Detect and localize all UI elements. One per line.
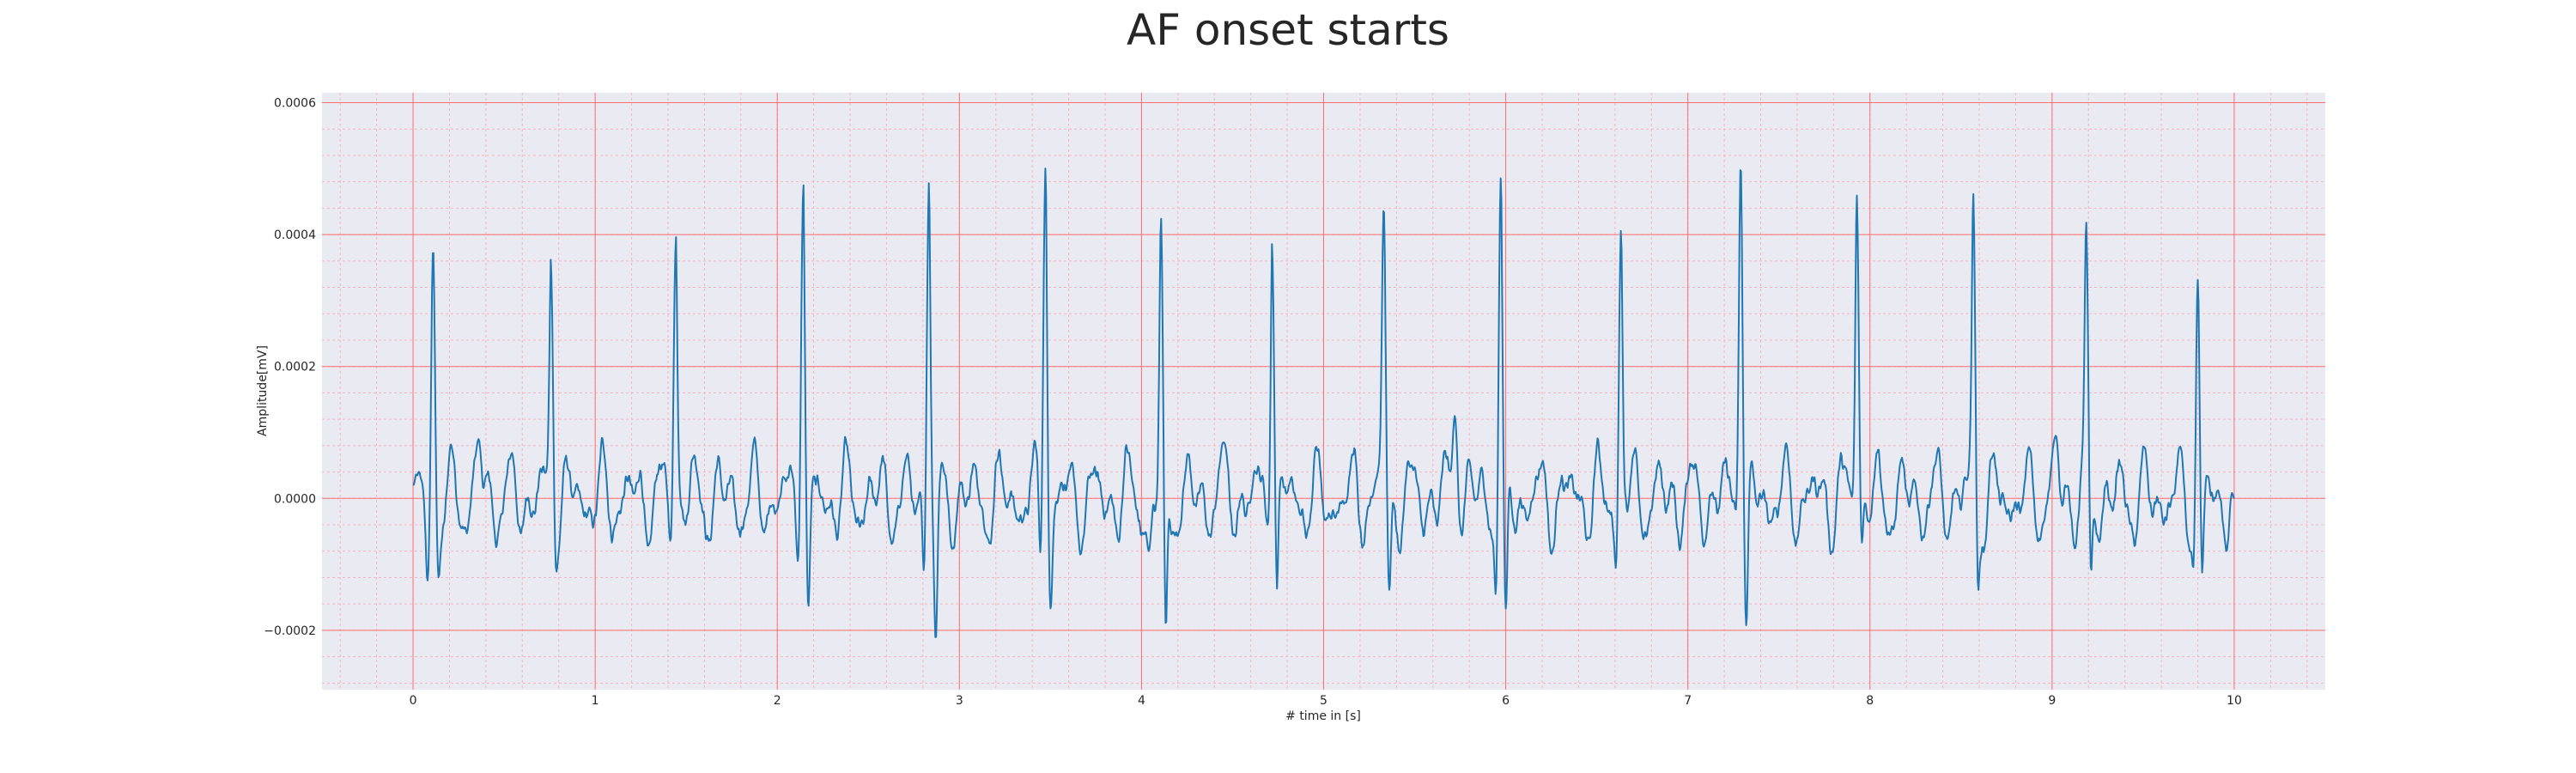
x-tick-label: 8 bbox=[1866, 694, 1874, 708]
y-axis-label: Amplitude[mV] bbox=[256, 345, 270, 436]
x-tick-label: 2 bbox=[774, 694, 781, 708]
x-tick-label: 5 bbox=[1320, 694, 1327, 708]
x-tick-label: 10 bbox=[2227, 694, 2242, 708]
y-tick-label: 0.0004 bbox=[274, 228, 316, 242]
x-tick-label: 3 bbox=[956, 694, 963, 708]
major-grid bbox=[322, 93, 2325, 690]
y-tick-label: −0.0002 bbox=[264, 624, 316, 638]
x-tick-label: 0 bbox=[410, 694, 417, 708]
y-tick-label: 0.0000 bbox=[274, 492, 316, 506]
y-tick-label: 0.0002 bbox=[274, 361, 316, 374]
chart-title: AF onset starts bbox=[1127, 5, 1449, 55]
y-tick-labels: −0.0002 0.0000 0.0002 0.0004 0.0006 bbox=[264, 97, 316, 638]
x-tick-label: 4 bbox=[1138, 694, 1145, 708]
x-axis-label: # time in [s] bbox=[1285, 709, 1361, 723]
x-tick-label: 6 bbox=[1502, 694, 1510, 708]
x-tick-label: 1 bbox=[592, 694, 599, 708]
y-tick-label: 0.0006 bbox=[274, 97, 316, 111]
x-tick-labels: 0 1 2 3 4 5 6 7 8 9 10 bbox=[410, 694, 2242, 708]
x-tick-label: 7 bbox=[1684, 694, 1692, 708]
ecg-signal-line bbox=[412, 167, 2235, 638]
x-tick-label: 9 bbox=[2048, 694, 2056, 708]
